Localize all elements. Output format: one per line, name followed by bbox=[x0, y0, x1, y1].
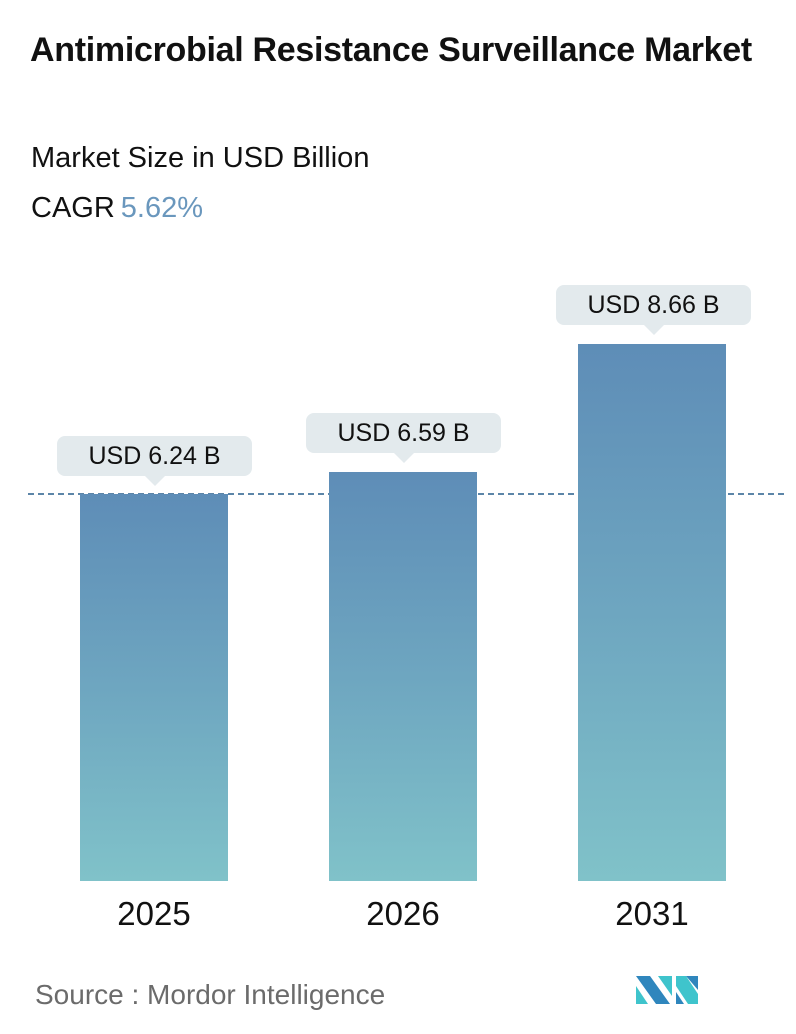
cagr-row: CAGR 5.62% bbox=[31, 188, 203, 228]
x-tick-2025: 2025 bbox=[117, 895, 191, 932]
cagr-value: 5.62% bbox=[120, 192, 204, 224]
x-tick-2031: 2031 bbox=[615, 895, 689, 932]
bar-label-2025: USD 6.24 B bbox=[57, 436, 252, 486]
x-tick-2026: 2026 bbox=[366, 895, 440, 932]
chart-subtitle: Market Size in USD Billion bbox=[31, 142, 370, 174]
bar-2026 bbox=[329, 472, 477, 881]
mordor-intelligence-logo-icon bbox=[636, 976, 698, 1004]
bar-2031 bbox=[578, 344, 726, 881]
bar-2025 bbox=[80, 494, 228, 881]
bar-label-2031: USD 8.66 B bbox=[556, 285, 751, 335]
bar-label-2026: USD 6.59 B bbox=[306, 413, 501, 463]
source-text: Source : Mordor Intelligence bbox=[35, 979, 386, 1010]
chart-title: Antimicrobial Resistance Surveillance Ma… bbox=[30, 31, 752, 69]
cagr-label: CAGR bbox=[31, 192, 115, 224]
